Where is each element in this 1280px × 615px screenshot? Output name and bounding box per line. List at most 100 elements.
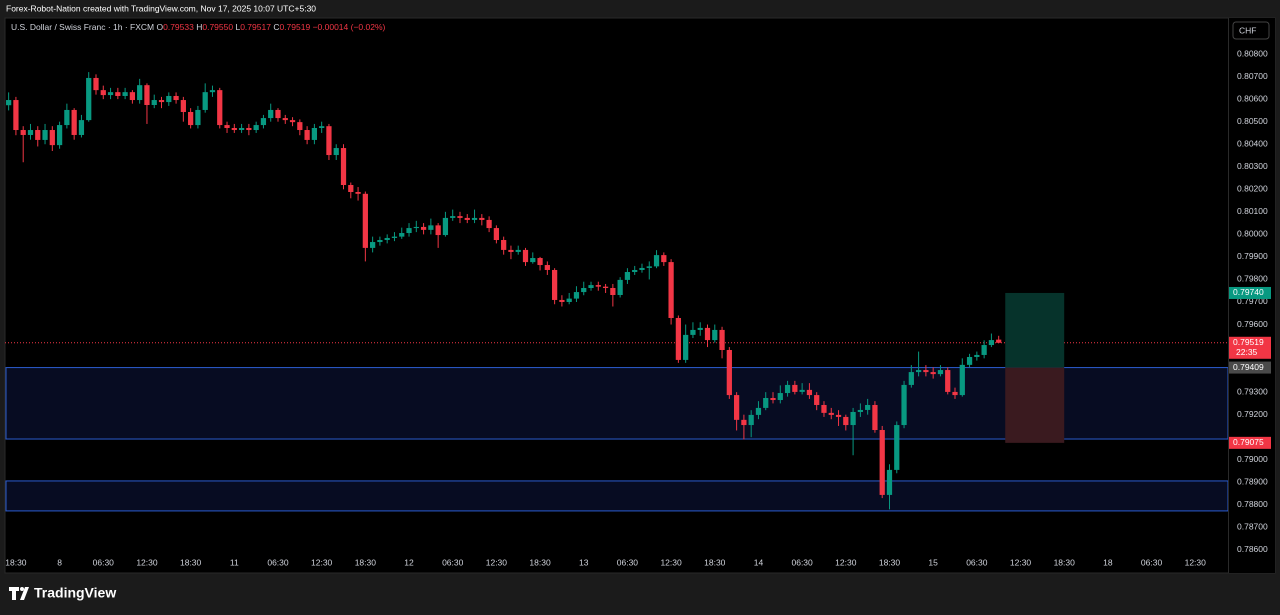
candle-body bbox=[726, 349, 732, 396]
y-tick-label: 0.78700 bbox=[1237, 522, 1268, 532]
candle-body bbox=[828, 412, 834, 415]
candle-body bbox=[784, 384, 791, 394]
y-tick-label: 0.78600 bbox=[1237, 544, 1268, 554]
y-tick-label: 0.79600 bbox=[1237, 319, 1268, 329]
candle-body bbox=[231, 127, 237, 131]
candle-body bbox=[471, 217, 478, 220]
countdown: 22:35 bbox=[1236, 347, 1258, 357]
zone bbox=[5, 480, 1229, 512]
candle-body bbox=[275, 109, 281, 119]
candle-body bbox=[668, 262, 674, 318]
x-tick-label: 06:30 bbox=[966, 557, 988, 567]
x-tick-label: 18:30 bbox=[180, 557, 202, 567]
stop-badge-bg bbox=[1229, 436, 1271, 449]
currency-label[interactable]: CHF bbox=[1239, 25, 1256, 35]
candle-body bbox=[624, 272, 631, 280]
candle-body bbox=[690, 329, 696, 335]
candle-body bbox=[661, 255, 667, 263]
y-tick-label: 0.80800 bbox=[1237, 48, 1268, 58]
x-tick-label: 06:30 bbox=[791, 557, 813, 567]
candle-body bbox=[35, 130, 41, 140]
candle-body bbox=[289, 120, 296, 123]
y-tick-label: 0.80100 bbox=[1237, 206, 1268, 216]
candle-body bbox=[399, 233, 405, 237]
candle-body bbox=[937, 370, 944, 375]
price-badge-bg bbox=[1229, 336, 1271, 359]
candle-body bbox=[384, 237, 390, 241]
candle-body bbox=[806, 389, 813, 396]
legend-high: 0.79550 bbox=[202, 22, 233, 32]
candle-body bbox=[879, 430, 885, 495]
x-tick-label: 11 bbox=[230, 557, 239, 567]
candle-body bbox=[945, 370, 951, 392]
candle-body bbox=[901, 384, 907, 426]
candle-body bbox=[64, 109, 70, 126]
candle-body bbox=[675, 317, 681, 360]
y-tick-label: 0.80400 bbox=[1237, 138, 1268, 148]
candle-body bbox=[770, 398, 776, 401]
legend-symbol: U.S. Dollar / Swiss Franc · 1h · FXCM bbox=[11, 22, 154, 32]
candle-body bbox=[646, 266, 652, 268]
candle-body bbox=[362, 193, 368, 248]
candle-body bbox=[763, 398, 769, 408]
candle-body bbox=[697, 327, 703, 330]
candle-body bbox=[115, 92, 121, 96]
y-tick-label: 0.79700 bbox=[1237, 296, 1268, 306]
y-tick-label: 0.78900 bbox=[1237, 477, 1268, 487]
candle-body bbox=[406, 228, 412, 234]
position-stop bbox=[1005, 367, 1065, 443]
y-tick-label: 0.79000 bbox=[1237, 454, 1268, 464]
x-tick-label: 12:30 bbox=[311, 557, 333, 567]
candle-body bbox=[188, 111, 194, 126]
candle-body bbox=[988, 340, 995, 346]
x-tick-label: 12:30 bbox=[835, 557, 857, 567]
candle-body bbox=[340, 148, 347, 186]
candle-body bbox=[253, 125, 259, 131]
x-tick-label: 06:30 bbox=[267, 557, 289, 567]
x-tick-label: 06:30 bbox=[442, 557, 464, 567]
candle-body bbox=[894, 425, 900, 470]
candle-body bbox=[297, 122, 303, 131]
candle-body bbox=[588, 285, 594, 289]
candle-body bbox=[217, 90, 223, 126]
candle-body bbox=[355, 191, 361, 194]
candle-body bbox=[595, 285, 601, 287]
candle-body bbox=[122, 92, 128, 96]
candle-body bbox=[821, 404, 827, 413]
candle-body bbox=[799, 389, 805, 392]
legend-low: 0.79517 bbox=[240, 22, 271, 32]
candle-body bbox=[486, 219, 492, 229]
candle-body bbox=[835, 414, 842, 417]
candle-body bbox=[413, 226, 419, 229]
brand-dot bbox=[20, 587, 24, 591]
candle-body bbox=[319, 126, 325, 128]
target-badge-bg bbox=[1229, 286, 1271, 299]
x-tick-label: 18 bbox=[1103, 557, 1113, 567]
candle-body bbox=[792, 384, 798, 392]
x-tick-label: 18:30 bbox=[529, 557, 551, 567]
candle-body bbox=[843, 416, 849, 426]
candle-body bbox=[573, 292, 580, 299]
x-tick-label: 18:30 bbox=[1054, 557, 1076, 567]
currency-button[interactable] bbox=[1232, 21, 1270, 40]
candle-body bbox=[166, 95, 172, 103]
candle-body bbox=[602, 286, 609, 289]
y-tick-label: 0.79300 bbox=[1237, 386, 1268, 396]
candle-body bbox=[857, 409, 863, 412]
candle-body bbox=[639, 267, 645, 270]
candle-body bbox=[712, 329, 718, 341]
candle-body bbox=[966, 356, 973, 365]
target-badge: 0.79740 bbox=[1233, 287, 1264, 297]
entry-badge: 0.79409 bbox=[1233, 362, 1264, 372]
candle-body bbox=[865, 404, 871, 410]
candle-body bbox=[632, 269, 638, 273]
y-tick-label: 0.80200 bbox=[1237, 184, 1268, 194]
candle-body bbox=[981, 345, 987, 355]
legend-h: H bbox=[196, 22, 202, 32]
candle-body bbox=[260, 118, 267, 126]
candle-body bbox=[268, 109, 274, 119]
x-tick-label: 12:30 bbox=[1185, 557, 1207, 567]
brand: TradingView bbox=[34, 585, 116, 601]
x-tick-label: 12:30 bbox=[660, 557, 682, 567]
